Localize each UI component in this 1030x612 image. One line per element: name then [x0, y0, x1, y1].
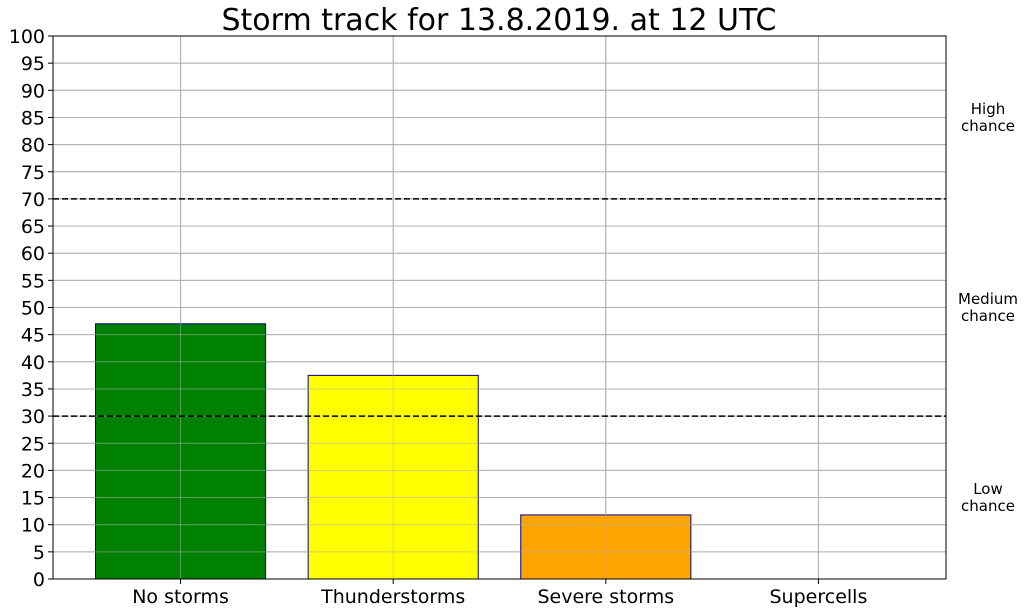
- y-tick-label: 15: [21, 488, 45, 510]
- y-tick-label: 10: [21, 515, 45, 537]
- zone-label: Low: [973, 480, 1003, 498]
- y-tick-label: 65: [21, 216, 45, 238]
- y-tick-label: 35: [21, 379, 45, 401]
- y-tick-label: 75: [21, 162, 45, 184]
- y-tick-label: 60: [21, 243, 45, 265]
- y-tick-label: 25: [21, 433, 45, 455]
- y-tick-label: 20: [21, 460, 45, 482]
- y-tick-label: 45: [21, 325, 45, 347]
- zone-label: chance: [961, 117, 1015, 135]
- y-tick-label: 40: [21, 352, 45, 374]
- x-axis-ticks: No storms Thunderstorms Severe storms Super…: [132, 579, 867, 608]
- y-tick-label: 85: [21, 107, 45, 129]
- y-tick-label: 90: [21, 80, 45, 102]
- y-tick-label: 50: [21, 298, 45, 320]
- y-tick-label: 0: [33, 569, 45, 591]
- y-tick-label: 70: [21, 189, 45, 211]
- bars: [53, 35, 946, 580]
- chart-title: Storm track for 13.8.2019. at 12 UTC: [221, 3, 776, 38]
- x-tick-label: Severe storms: [537, 586, 674, 608]
- zone-label: High: [971, 100, 1005, 118]
- y-tick-label: 30: [21, 406, 45, 428]
- y-tick-label: 95: [21, 53, 45, 75]
- zone-label: chance: [961, 307, 1015, 325]
- x-tick-label: Thunderstorms: [320, 586, 465, 608]
- threshold-lines: [53, 198, 946, 417]
- y-tick-label: 80: [21, 135, 45, 157]
- y-tick-label: 5: [33, 542, 45, 564]
- x-tick-label: No storms: [132, 586, 229, 608]
- zone-label: chance: [961, 497, 1015, 515]
- y-tick-label: 100: [9, 26, 45, 48]
- y-axis-ticks: 0 5 10 15 20 25 30 35 40 45 50 55 60 65 70 75 80 85 90 95 10…: [9, 26, 53, 591]
- zone-label: Medium: [958, 290, 1018, 308]
- x-tick-label: Supercells: [770, 586, 868, 608]
- y-tick-label: 55: [21, 270, 45, 292]
